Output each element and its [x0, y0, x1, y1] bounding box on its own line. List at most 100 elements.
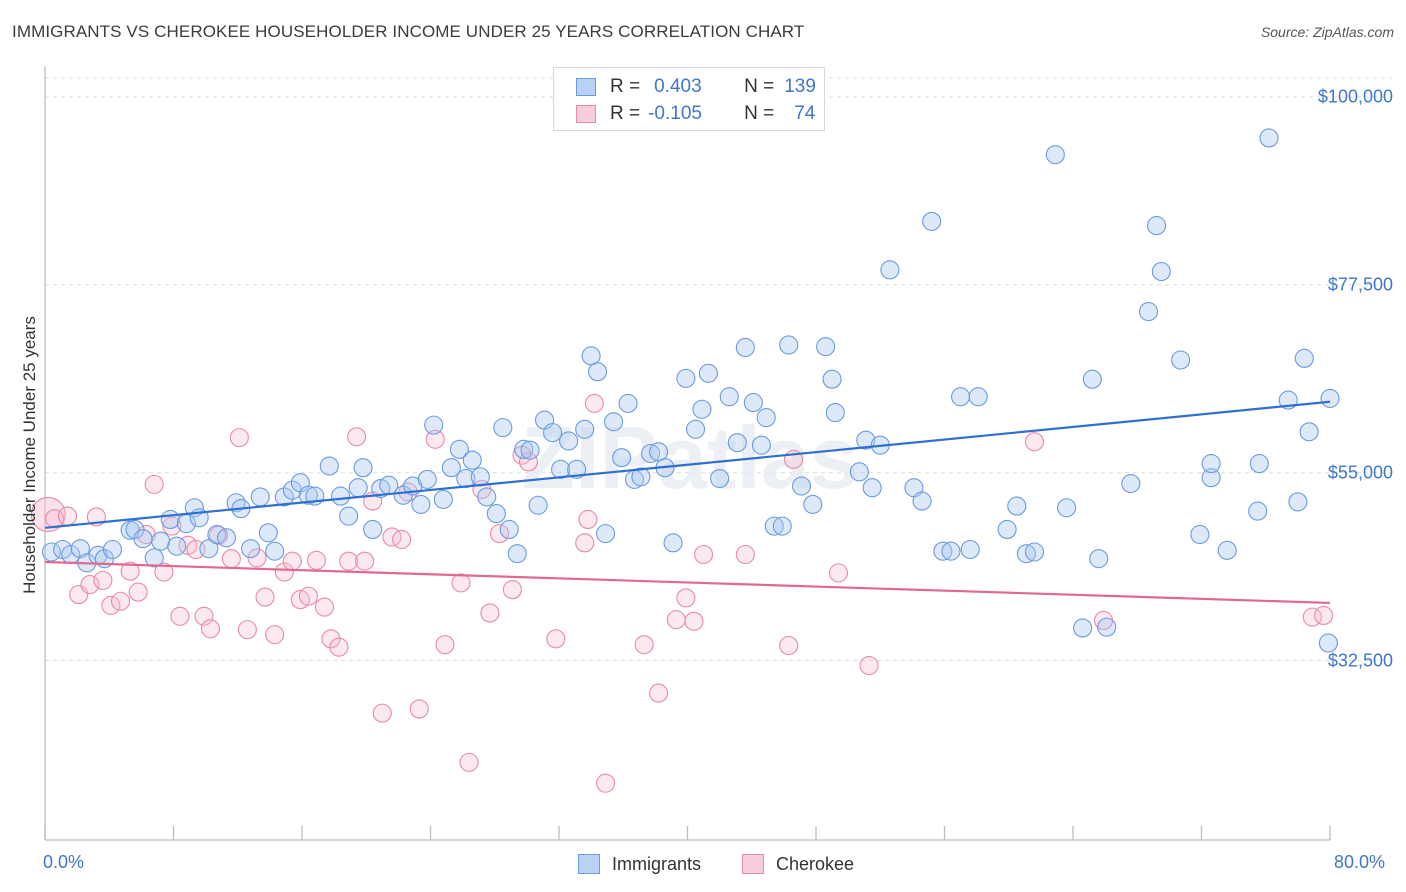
bottom-legend-label-immigrants: Immigrants [612, 853, 702, 874]
cherokee-point [221, 549, 241, 569]
axes [44, 66, 1331, 841]
immigrant-point [849, 462, 869, 482]
cherokee-trend-line [44, 560, 1331, 605]
cherokee-point [194, 606, 214, 626]
immigrant-point [1057, 498, 1077, 518]
cherokee-point [298, 586, 318, 606]
bottom-legend-swatch-immigrants [578, 854, 600, 874]
immigrant-point [520, 440, 540, 460]
immigrant-point [339, 506, 359, 526]
immigrant-point [1248, 501, 1268, 521]
immigrant-point [596, 524, 616, 544]
immigrant-point [822, 369, 842, 389]
immigrant-point [791, 476, 812, 496]
cherokee-point [779, 635, 799, 656]
immigrant-point [543, 423, 563, 443]
legend-r-value: 0.403 [654, 76, 702, 97]
immigrant-point [441, 458, 461, 478]
y-tick-label: $100,000 [1317, 86, 1393, 107]
cherokee-point [200, 619, 220, 639]
immigrant-point [663, 533, 683, 553]
gridlines [45, 77, 1392, 662]
immigrant-point [1318, 633, 1338, 653]
immigrant-point [559, 431, 579, 451]
bottom-legend-immigrants: Immigrants [578, 852, 701, 876]
y-tick-label: $77,500 [1327, 274, 1393, 295]
immigrant-point [1259, 128, 1279, 148]
immigrant-point [825, 403, 845, 423]
cherokee-point [425, 429, 445, 449]
immigrant-point [912, 491, 932, 511]
immigrant-point [411, 494, 431, 514]
cherokee-point [282, 551, 302, 571]
legend-row-cherokee: R = -0.105 N = 74 [576, 102, 815, 126]
immigrant-point [933, 541, 953, 561]
immigrant-point [514, 439, 534, 459]
cherokee-point [229, 428, 249, 448]
cherokee-point [154, 562, 174, 582]
legend-n-label: N = [744, 103, 775, 124]
immigrant-point [499, 519, 519, 540]
immigrant-point [70, 539, 90, 559]
immigrant-point [477, 487, 497, 507]
legend-r-label: R = [610, 103, 641, 124]
immigrant-point [1190, 524, 1210, 545]
immigrant-point [1171, 350, 1191, 370]
legend-swatch-immigrants [576, 78, 596, 96]
bottom-legend-swatch-cherokee [742, 854, 764, 874]
immigrant-point [1320, 388, 1340, 408]
immigrant-point [631, 467, 651, 487]
y-tick-label: $32,500 [1327, 650, 1393, 671]
immigrant-point [772, 516, 792, 536]
immigrant-point [319, 456, 339, 476]
cherokee-point [684, 611, 704, 631]
x-tick-max: 80.0% [1334, 852, 1386, 872]
cherokee-point [57, 506, 78, 526]
legend-n-value: 74 [794, 103, 816, 124]
immigrant-point [604, 412, 624, 432]
cherokee-point [596, 773, 616, 793]
immigrant-point [685, 419, 706, 439]
cherokee-point [435, 635, 455, 655]
immigrant-point [751, 435, 771, 455]
immigrant-point [528, 495, 548, 515]
immigrant-point [743, 393, 763, 413]
cherokee-point [144, 474, 164, 494]
cherokee-point [314, 597, 335, 617]
y-axis-label: Householder Income Under 25 years [20, 316, 39, 594]
cherokee-points [30, 393, 1334, 793]
immigrant-point [581, 346, 601, 366]
immigrant-point [348, 478, 368, 498]
immigrant-point [960, 539, 980, 560]
immigrant-point [433, 489, 453, 509]
cherokee-point [546, 629, 566, 649]
immigrant-point [41, 542, 61, 562]
immigrant-point [880, 260, 900, 280]
immigrant-point [1294, 348, 1314, 368]
immigrant-point [1146, 216, 1167, 236]
cherokee-point [128, 582, 148, 602]
immigrant-point [449, 439, 469, 459]
immigrant-point [1201, 468, 1221, 488]
immigrant-point [258, 523, 278, 543]
cherokee-point [480, 603, 500, 623]
immigrant-point [167, 536, 187, 556]
cherokee-point [392, 529, 412, 550]
immigrant-point [417, 469, 437, 489]
immigrant-point [1073, 618, 1093, 638]
immigrant-point [756, 408, 776, 428]
immigrant-point [710, 468, 730, 489]
cherokee-point [735, 544, 755, 565]
immigrant-point [462, 450, 482, 470]
immigrant-point [618, 393, 638, 413]
immigrant-point [1151, 261, 1171, 282]
immigrant-point [1201, 453, 1221, 474]
immigrant-point [803, 494, 823, 514]
immigrant-point [353, 458, 373, 478]
cherokee-point [170, 606, 190, 626]
immigrant-point [1288, 492, 1308, 512]
cherokee-point [666, 610, 686, 630]
cherokee-point [208, 525, 229, 545]
immigrant-point [1138, 302, 1159, 322]
